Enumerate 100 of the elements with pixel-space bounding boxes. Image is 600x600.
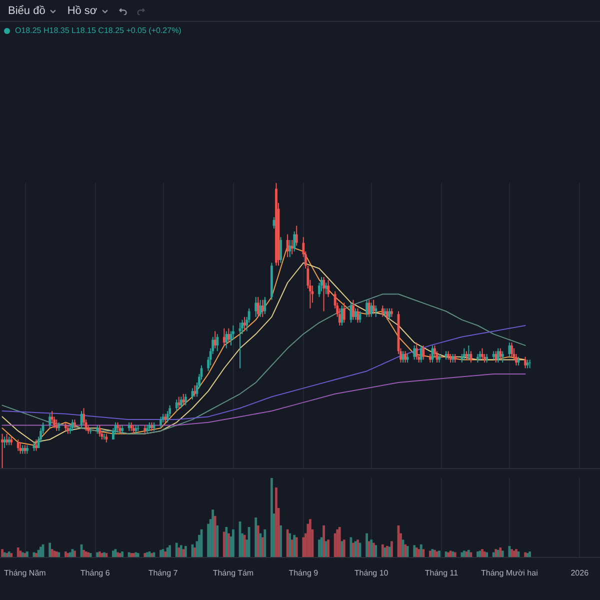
candlestick [415, 342, 418, 360]
bar [254, 518, 258, 557]
candlestick [499, 348, 502, 360]
candlestick [256, 296, 260, 318]
candlestick [366, 299, 368, 318]
candlestick [288, 240, 292, 258]
x-tick-label: Tháng 11 [424, 568, 459, 578]
candlestick [404, 350, 406, 364]
text: Hồ sơ [67, 4, 98, 16]
candlestick [254, 296, 258, 318]
candlestick [356, 308, 359, 324]
bar [87, 552, 90, 557]
candlestick [295, 225, 298, 246]
bar [178, 548, 180, 557]
bar [6, 553, 8, 557]
text: Biểu đồ [8, 4, 46, 16]
bar [136, 553, 140, 557]
candlestick [352, 299, 354, 320]
bar [447, 552, 450, 557]
candlestick [178, 396, 180, 409]
bar [510, 549, 513, 557]
bar [288, 533, 292, 557]
candlestick [381, 305, 384, 318]
bar [528, 551, 532, 557]
bar [434, 550, 436, 557]
bar [318, 540, 320, 557]
bar [16, 548, 20, 557]
bar [293, 534, 296, 557]
bar [1, 549, 4, 557]
bar [89, 553, 92, 557]
bar [413, 545, 416, 557]
candlestick [293, 230, 296, 252]
bar [121, 551, 124, 557]
bar [184, 546, 187, 557]
candlestick [16, 439, 20, 452]
bar [428, 550, 432, 557]
candlestick [48, 413, 52, 429]
bar [40, 546, 42, 557]
bar [270, 478, 273, 557]
bar [438, 550, 440, 557]
bar [194, 548, 196, 557]
candlestick [501, 350, 504, 364]
x-tick-label: 2026 [570, 568, 590, 578]
bar [404, 544, 406, 557]
x-tick-label: Tháng 9 [288, 568, 319, 578]
bar [168, 545, 172, 557]
candlestick [350, 302, 352, 324]
x-tick-label: Tháng 7 [148, 568, 178, 578]
candlestick [98, 424, 101, 438]
candlestick [370, 302, 373, 318]
candlestick [160, 416, 162, 429]
bar [322, 525, 325, 557]
bar [212, 510, 214, 557]
bar [48, 542, 52, 557]
bar [388, 546, 391, 557]
bar [390, 541, 393, 557]
bar [470, 552, 472, 557]
bar [66, 553, 70, 557]
bar [160, 550, 162, 557]
bar [58, 552, 60, 557]
x-tick-label: Tháng Mười hai [481, 568, 538, 578]
candlestick [413, 344, 416, 360]
bar [164, 551, 166, 557]
candlestick [322, 276, 325, 312]
bar [150, 553, 153, 557]
candlestick [508, 342, 511, 358]
candlestick [524, 356, 526, 369]
candlestick [327, 279, 330, 298]
bar [180, 545, 182, 557]
bar [216, 525, 219, 557]
bar [356, 540, 359, 557]
candlestick [494, 350, 498, 364]
candlestick [6, 433, 8, 446]
bar [182, 549, 185, 557]
bar [350, 537, 352, 557]
text: O18.25 H18.35 L18.15 C18.25 +0.05 (+0.27%) [15, 26, 182, 35]
candlestick [372, 299, 375, 315]
x-tick-label: Tháng 6 [80, 568, 110, 578]
bar [10, 553, 13, 557]
bar [308, 519, 312, 557]
bar [370, 540, 373, 557]
bar [259, 533, 262, 557]
bar [418, 549, 420, 557]
candlestick [184, 393, 187, 406]
bar [420, 544, 422, 557]
candlestick [422, 344, 425, 360]
candlestick [19, 442, 22, 454]
bar [515, 549, 518, 557]
bar [134, 552, 138, 557]
bar [148, 551, 151, 557]
bar [35, 553, 38, 557]
bar [275, 487, 278, 557]
candlestick [481, 348, 484, 360]
bar [232, 529, 234, 557]
candlestick [470, 350, 472, 364]
bar [524, 552, 526, 557]
bar [295, 537, 298, 557]
bar [499, 548, 502, 557]
candlestick [35, 439, 38, 452]
bar [481, 549, 484, 557]
